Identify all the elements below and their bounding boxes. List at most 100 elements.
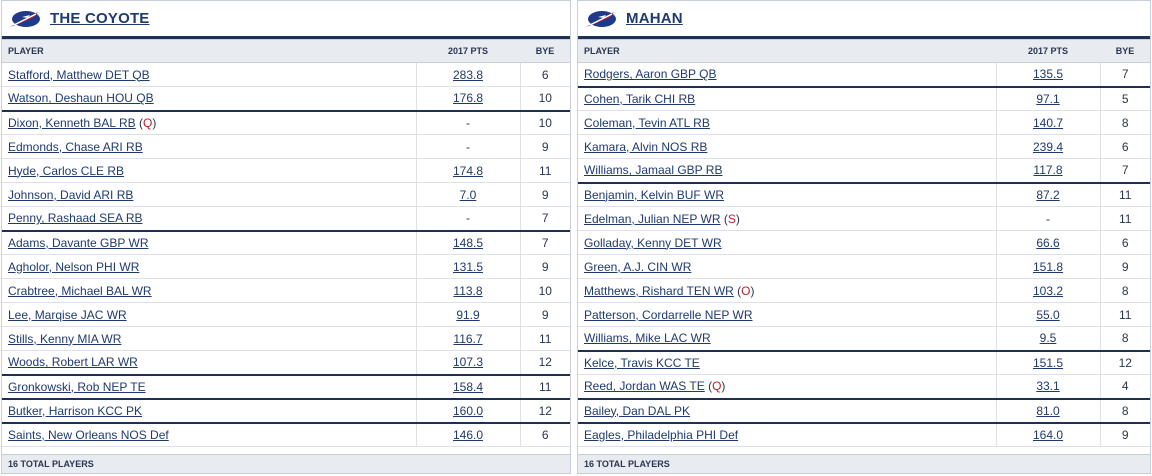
pts-cell: 151.8 xyxy=(995,254,1100,279)
player-row: Stills, Kenny MIA WR 116.7 11 xyxy=(2,326,570,351)
player-cell: Kamara, Alvin NOS RB xyxy=(578,134,996,159)
pts-link[interactable]: 176.8 xyxy=(452,91,484,106)
pts-link[interactable]: 113.8 xyxy=(453,283,483,298)
bye-cell: 7 xyxy=(1099,62,1150,88)
bye-cell: 7 xyxy=(1099,158,1150,184)
bye-cell: 8 xyxy=(1099,110,1150,135)
player-cell: Crabtree, Michael BAL WR xyxy=(2,278,416,303)
pts-link[interactable]: 140.7 xyxy=(1032,115,1064,130)
player-link[interactable]: Matthews, Rishard TEN WR xyxy=(584,283,734,298)
player-link[interactable]: Patterson, Cordarrelle NEP WR xyxy=(584,307,753,322)
team-name-link[interactable]: THE COYOTE xyxy=(50,10,150,27)
pts-link[interactable]: 151.5 xyxy=(1032,355,1064,370)
player-link[interactable]: Coleman, Tevin ATL RB xyxy=(584,115,710,130)
pts-cell: - xyxy=(995,206,1100,231)
pts-link[interactable]: 164.0 xyxy=(1032,427,1064,442)
pts-link[interactable]: 33.1 xyxy=(1036,379,1060,394)
pts-column-header[interactable]: 2017 PTS xyxy=(996,39,1100,63)
bye-cell: 11 xyxy=(1099,206,1150,231)
player-link[interactable]: Lee, Marqise JAC WR xyxy=(8,307,127,322)
player-link[interactable]: Gronkowski, Rob NEP TE xyxy=(8,379,146,394)
pts-link[interactable]: 160.0 xyxy=(452,403,484,418)
player-link[interactable]: Dixon, Kenneth BAL RB xyxy=(8,115,136,130)
player-link[interactable]: Woods, Robert LAR WR xyxy=(8,355,138,370)
pts-link[interactable]: 107.3 xyxy=(452,355,484,370)
pts-link[interactable]: 91.9 xyxy=(456,307,480,322)
player-link[interactable]: Crabtree, Michael BAL WR xyxy=(8,283,152,298)
player-link[interactable]: Green, A.J. CIN WR xyxy=(584,259,692,274)
player-cell: Cohen, Tarik CHI RB xyxy=(578,86,996,111)
pts-cell: - xyxy=(415,110,520,135)
player-link[interactable]: Kelce, Travis KCC TE xyxy=(584,355,700,370)
player-row: Green, A.J. CIN WR 151.8 9 xyxy=(578,254,1150,279)
pts-link[interactable]: 81.0 xyxy=(1036,403,1060,418)
player-row: Lee, Marqise JAC WR 91.9 9 xyxy=(2,302,570,327)
player-link[interactable]: Hyde, Carlos CLE RB xyxy=(8,163,125,178)
player-link[interactable]: Stafford, Matthew DET QB xyxy=(8,67,150,82)
bye-cell: 6 xyxy=(1099,134,1150,159)
player-link[interactable]: Adams, Davante GBP WR xyxy=(8,235,149,250)
pts-link[interactable]: 117.8 xyxy=(1033,163,1063,178)
player-cell: Reed, Jordan WAS TE (Q) xyxy=(578,374,996,400)
player-link[interactable]: Rodgers, Aaron GBP QB xyxy=(584,67,717,82)
player-link[interactable]: Bailey, Dan DAL PK xyxy=(584,403,691,418)
player-link[interactable]: Penny, Rashaad SEA RB xyxy=(8,211,143,226)
player-link[interactable]: Kamara, Alvin NOS RB xyxy=(584,139,708,154)
player-cell: Williams, Mike LAC WR xyxy=(578,326,996,352)
player-link[interactable]: Edelman, Julian NEP WR xyxy=(584,211,721,226)
pts-link[interactable]: 151.8 xyxy=(1032,259,1064,274)
pts-link[interactable]: 148.5 xyxy=(452,235,484,250)
player-link[interactable]: Edmonds, Chase ARI RB xyxy=(8,139,143,154)
player-link[interactable]: Golladay, Kenny DET WR xyxy=(584,235,722,250)
pts-link[interactable]: 87.2 xyxy=(1036,187,1060,202)
bye-cell: 11 xyxy=(519,374,570,400)
pts-link[interactable]: 97.1 xyxy=(1036,91,1060,106)
pts-link[interactable]: 158.4 xyxy=(452,379,484,394)
pts-column-header[interactable]: 2017 PTS xyxy=(416,39,520,63)
pts-cell: 55.0 xyxy=(995,302,1100,327)
pts-link[interactable]: 103.2 xyxy=(1032,283,1064,298)
player-link[interactable]: Williams, Mike LAC WR xyxy=(584,331,711,346)
player-link[interactable]: Johnson, David ARI RB xyxy=(8,187,134,202)
player-cell: Benjamin, Kelvin BUF WR xyxy=(578,182,996,207)
player-link[interactable]: Saints, New Orleans NOS Def xyxy=(8,427,169,442)
roster-table: PLAYER 2017 PTS BYE Stafford, Matthew DE… xyxy=(2,39,570,447)
bye-cell: 7 xyxy=(519,206,570,232)
player-link[interactable]: Watson, Deshaun HOU QB xyxy=(8,91,154,106)
pts-cell: 140.7 xyxy=(995,110,1100,135)
player-link[interactable]: Reed, Jordan WAS TE xyxy=(584,379,705,394)
pts-link[interactable]: 66.6 xyxy=(1036,235,1060,250)
player-link[interactable]: Benjamin, Kelvin BUF WR xyxy=(584,187,725,202)
pts-link[interactable]: 239.4 xyxy=(1032,139,1064,154)
pts-link[interactable]: 135.5 xyxy=(1032,67,1064,82)
team-name-link[interactable]: MAHAN xyxy=(626,10,683,27)
player-cell: Stafford, Matthew DET QB xyxy=(2,62,416,87)
player-link[interactable]: Stills, Kenny MIA WR xyxy=(8,331,122,346)
pts-link[interactable]: 7.0 xyxy=(459,187,477,202)
player-cell: Eagles, Philadelphia PHI Def xyxy=(578,422,996,447)
pts-cell: 87.2 xyxy=(995,182,1100,207)
player-link[interactable]: Eagles, Philadelphia PHI Def xyxy=(584,427,739,442)
bye-cell: 9 xyxy=(519,254,570,279)
player-link[interactable]: Agholor, Nelson PHI WR xyxy=(8,259,140,274)
pts-link[interactable]: 131.5 xyxy=(452,259,484,274)
player-link[interactable]: Williams, Jamaal GBP RB xyxy=(584,163,723,178)
pts-link[interactable]: 9.5 xyxy=(1039,331,1057,346)
player-row: Matthews, Rishard TEN WR (O) 103.2 8 xyxy=(578,278,1150,303)
player-cell: Adams, Davante GBP WR xyxy=(2,230,416,255)
player-row: Kelce, Travis KCC TE 151.5 12 xyxy=(578,350,1150,375)
pts-link[interactable]: 283.8 xyxy=(452,67,484,82)
player-cell: Penny, Rashaad SEA RB xyxy=(2,206,416,232)
player-link[interactable]: Butker, Harrison KCC PK xyxy=(8,403,143,418)
pts-link[interactable]: 146.0 xyxy=(452,427,484,442)
player-row: Dixon, Kenneth BAL RB (Q) -10 xyxy=(2,110,570,135)
team-header: MAHAN xyxy=(578,1,1150,39)
player-row: Edmonds, Chase ARI RB -9 xyxy=(2,134,570,159)
bye-column-header[interactable]: BYE xyxy=(520,39,570,63)
bye-column-header[interactable]: BYE xyxy=(1100,39,1150,63)
pts-link[interactable]: 116.7 xyxy=(453,331,483,346)
pts-link[interactable]: 55.0 xyxy=(1036,307,1060,322)
player-link[interactable]: Cohen, Tarik CHI RB xyxy=(584,91,696,106)
pts-link[interactable]: 174.8 xyxy=(452,163,484,178)
team-roster-panel: MAHAN PLAYER 2017 PTS BYE Rodgers, Aaron… xyxy=(577,0,1151,474)
